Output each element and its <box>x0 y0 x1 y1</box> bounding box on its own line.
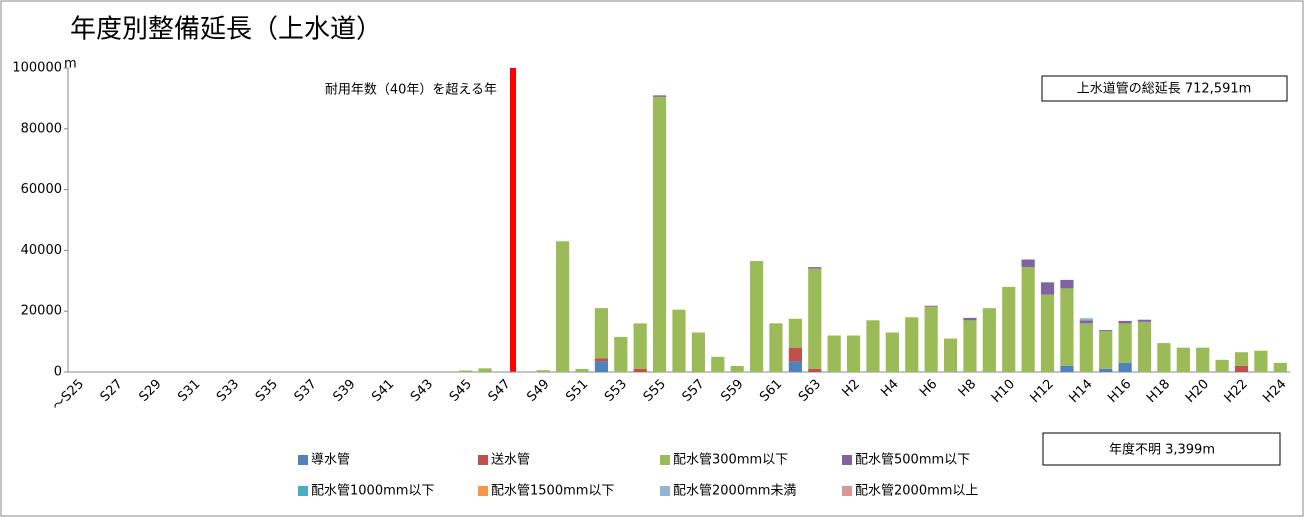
legend-label: 配水管500mm以下 <box>855 453 970 468</box>
bar-segment <box>1099 330 1113 369</box>
bar-segment <box>1157 343 1171 372</box>
legend-swatch <box>478 455 488 465</box>
bar-segment <box>633 323 647 369</box>
bar-segment <box>691 332 705 372</box>
legend-swatch <box>298 486 308 496</box>
bar-segment <box>594 358 609 362</box>
bar-segment <box>1040 294 1055 372</box>
bar-segment <box>1137 321 1152 372</box>
bar-segment <box>905 317 919 372</box>
legend-label: 送水管 <box>491 453 530 468</box>
bar-segment <box>788 361 802 372</box>
bar-segment <box>943 338 958 372</box>
legend-label: 配水管1500mm以下 <box>491 484 614 499</box>
bar-segment <box>575 368 589 372</box>
bar-segment <box>827 335 841 372</box>
chart-title: 年度別整備延長（上水道） <box>70 15 382 45</box>
legend-swatch <box>298 455 308 465</box>
y-tick-label: 60000 <box>21 182 62 197</box>
bar-segment <box>711 356 725 372</box>
legend-swatch <box>660 486 670 496</box>
bar-segment <box>1234 352 1249 366</box>
bar-segment <box>1118 362 1132 372</box>
legend-label: 配水管300mm以下 <box>673 453 788 468</box>
bar-segment <box>808 268 822 369</box>
bar-segment <box>885 332 899 372</box>
bar-segment <box>633 368 647 372</box>
bar-segment <box>846 335 861 372</box>
bar-segment <box>1099 330 1113 331</box>
bar-segment <box>1040 282 1055 295</box>
legend-label: 配水管1000mm以下 <box>311 484 434 499</box>
bar-segment <box>594 361 609 372</box>
bar-segment <box>653 96 667 372</box>
y-tick-label: 40000 <box>21 243 62 258</box>
bar-segment <box>730 365 744 372</box>
total-box <box>1041 75 1288 102</box>
bar-segment <box>1060 279 1074 289</box>
legend-label: 配水管2000mm以上 <box>855 484 978 499</box>
bar-segment <box>963 320 977 372</box>
bar-segment <box>963 317 977 321</box>
legend-swatch <box>842 455 852 465</box>
bar-segment <box>594 308 609 359</box>
bar-segment <box>1196 347 1210 372</box>
bar-segment <box>808 267 822 269</box>
y-tick-label: 20000 <box>21 304 62 319</box>
bar-segment <box>614 337 628 372</box>
bar-segment <box>1176 347 1190 372</box>
bar-segment <box>1060 288 1074 366</box>
y-tick-label: 0 <box>54 365 62 380</box>
legend-swatch <box>478 486 488 496</box>
bar-segment <box>1118 323 1132 363</box>
bar-segment <box>749 261 764 372</box>
unknown-box <box>1042 432 1281 466</box>
bar-segment <box>1137 319 1152 322</box>
legend-swatch <box>842 486 852 496</box>
total-label: 上水道管の総延長 712,591m <box>1077 82 1252 97</box>
bar-segment <box>1021 259 1035 268</box>
legend-swatch <box>660 455 670 465</box>
bar-segment <box>478 368 492 372</box>
unknown-label: 年度不明 3,399m <box>1109 442 1215 458</box>
bar-segment <box>1021 267 1035 372</box>
bar-segment <box>924 305 938 307</box>
bar-segment <box>1234 365 1249 372</box>
bar-segment <box>1273 362 1287 372</box>
bar-segment <box>769 323 783 372</box>
bar-segment <box>788 318 802 348</box>
bar-segment <box>556 241 570 372</box>
bar-segment <box>459 370 473 372</box>
bar-segment <box>1060 365 1074 372</box>
bar-segment <box>1079 320 1093 324</box>
bar-segment <box>672 309 686 372</box>
y-unit: m <box>64 57 77 72</box>
bar-segment <box>1079 323 1093 372</box>
bar-segment <box>788 347 802 362</box>
bar-segment <box>924 306 938 372</box>
threshold-label: 耐用年数（40年）を超える年 <box>325 83 497 98</box>
bar-segment <box>653 95 667 97</box>
bar-segment <box>808 368 822 372</box>
bar-segment <box>1254 350 1268 372</box>
bar-segment <box>1099 368 1113 372</box>
bar-segment <box>536 370 550 372</box>
legend-label: 配水管2000mm未満 <box>673 484 796 499</box>
bar-segment <box>1215 359 1229 372</box>
bar-segment <box>1002 286 1016 372</box>
legend-label: 導水管 <box>311 453 350 468</box>
bar-segment <box>866 320 880 372</box>
bar-segment <box>982 308 996 372</box>
y-tick-label: 100000 <box>12 61 62 76</box>
y-tick-label: 80000 <box>21 121 62 136</box>
bar-segment <box>1118 320 1132 324</box>
bar-segment <box>1079 318 1093 321</box>
